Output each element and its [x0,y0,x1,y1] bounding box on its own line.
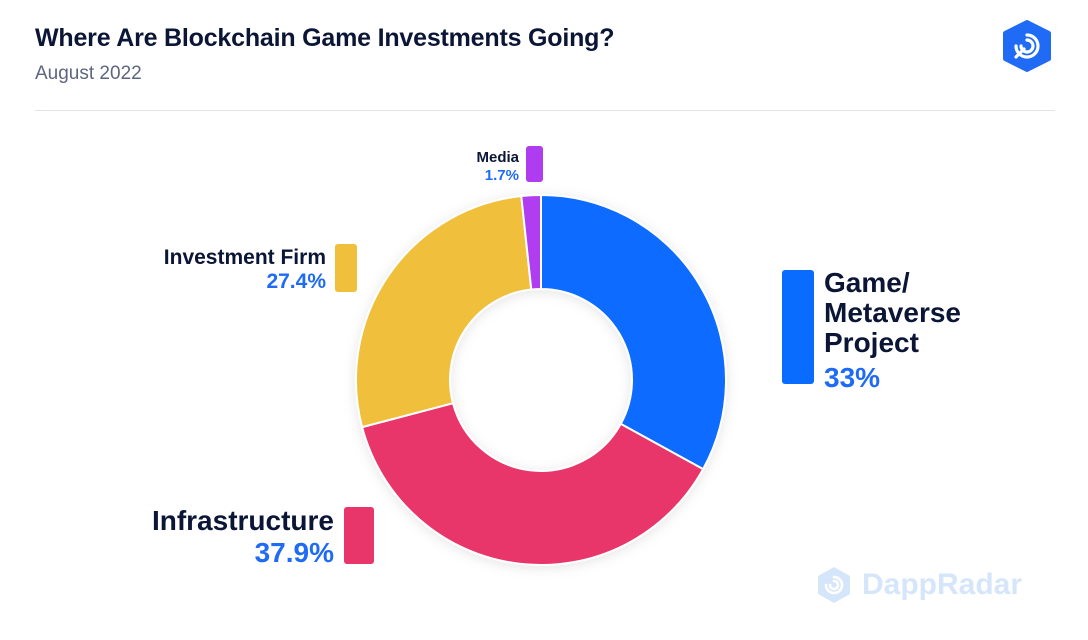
legend-bar-2 [335,244,357,292]
dappradar-logo-icon [1003,20,1051,72]
slice-label-0-line-2: Project [824,327,919,358]
donut-slice-1 [360,401,705,566]
watermark-text: DappRadar [862,568,1023,601]
slice-value-3: 1.7% [485,167,519,184]
watermark: DappRadar [814,563,1044,607]
donut-slice-2 [355,194,533,429]
chart-subtitle: August 2022 [35,63,142,84]
slice-label-0-line-1: Metaverse [824,297,961,328]
slice-label-0-line-0: Game/ [824,267,910,298]
donut-slice-0 [540,193,727,471]
slice-label-3-line-0: Media [476,149,519,166]
header-divider [35,110,1055,111]
legend-bar-0 [782,270,814,384]
legend-bar-1 [344,507,374,564]
donut-slice-3 [520,193,542,291]
slice-value-0: 33% [824,362,880,393]
chart-title: Where Are Blockchain Game Investments Go… [35,24,615,52]
slice-value-1: 37.9% [255,537,334,568]
slice-label-1-line-0: Infrastructure [152,505,334,536]
watermark-logo-icon [818,567,850,603]
slice-value-2: 27.4% [266,270,326,293]
slice-label-2-line-0: Investment Firm [164,246,326,269]
legend-bar-3 [526,146,543,182]
